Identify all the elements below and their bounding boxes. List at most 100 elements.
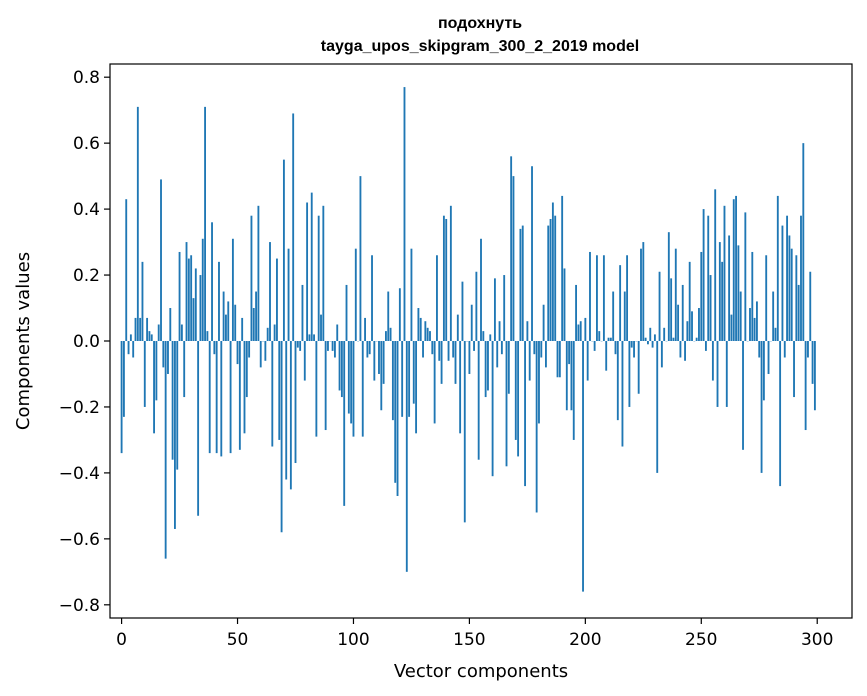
bar xyxy=(503,275,506,341)
bar xyxy=(204,106,206,342)
bar xyxy=(320,314,322,341)
bar xyxy=(498,321,501,341)
bar xyxy=(431,341,434,355)
bar xyxy=(171,341,174,460)
bar xyxy=(429,331,431,341)
bar xyxy=(660,341,663,368)
bar xyxy=(136,106,139,342)
y-tick-label: 0.8 xyxy=(73,68,100,88)
bar xyxy=(739,291,742,341)
bar xyxy=(183,341,186,398)
bar xyxy=(698,308,700,341)
bar xyxy=(700,251,703,341)
bar xyxy=(401,341,404,417)
bar xyxy=(187,258,190,341)
bar xyxy=(602,255,605,341)
bar xyxy=(728,235,731,341)
bar xyxy=(132,341,135,358)
bar xyxy=(289,341,292,490)
bar xyxy=(605,341,608,371)
bar xyxy=(315,341,318,437)
bar xyxy=(352,341,355,437)
bar xyxy=(273,324,276,341)
bar xyxy=(266,327,269,341)
bar xyxy=(141,261,144,341)
bar xyxy=(264,341,267,361)
bar xyxy=(758,341,761,358)
bar xyxy=(735,195,737,341)
bar xyxy=(213,341,216,355)
bar xyxy=(408,341,411,417)
y-tick-label: 0.2 xyxy=(73,266,100,286)
bar xyxy=(299,341,302,351)
bar xyxy=(422,341,424,358)
x-tick-label: 100 xyxy=(337,630,369,650)
bar xyxy=(139,317,142,341)
bar xyxy=(243,341,246,434)
bar xyxy=(586,341,589,381)
bar xyxy=(484,341,487,398)
bar xyxy=(786,215,789,341)
bar xyxy=(686,321,689,341)
bar xyxy=(197,341,200,516)
bar xyxy=(153,341,155,434)
bar xyxy=(250,215,253,341)
bar xyxy=(194,268,197,341)
bar xyxy=(120,341,123,454)
bar xyxy=(461,281,464,341)
y-tick-label: −0.2 xyxy=(59,398,100,418)
bar xyxy=(598,331,601,341)
bar xyxy=(229,341,232,454)
bar xyxy=(317,215,320,341)
bar xyxy=(797,284,800,341)
bar xyxy=(575,284,577,341)
bar xyxy=(656,341,659,473)
bar xyxy=(783,341,786,358)
bar xyxy=(579,321,582,341)
bar xyxy=(438,341,441,361)
bar xyxy=(220,341,223,457)
bar xyxy=(347,341,350,414)
bar xyxy=(637,341,640,394)
bar xyxy=(751,251,754,341)
bar xyxy=(125,199,128,341)
bar xyxy=(146,317,149,341)
bar xyxy=(570,341,573,411)
bar xyxy=(306,202,309,341)
bar xyxy=(368,341,371,355)
bar xyxy=(767,341,770,374)
bar xyxy=(714,189,717,341)
bar xyxy=(463,341,466,523)
bar xyxy=(419,317,422,341)
bar xyxy=(245,341,248,398)
y-tick-label: −0.8 xyxy=(59,596,100,616)
bar xyxy=(732,199,735,341)
bar xyxy=(507,341,510,394)
x-axis-label: Vector components xyxy=(394,661,568,682)
bar xyxy=(127,341,130,355)
bar xyxy=(143,341,146,407)
bar xyxy=(807,341,809,358)
bar xyxy=(308,334,311,341)
bar xyxy=(162,341,165,368)
bar xyxy=(517,341,520,457)
bar xyxy=(387,291,390,341)
bar xyxy=(670,278,673,341)
bars-group xyxy=(120,87,816,592)
x-tick-label: 250 xyxy=(685,630,717,650)
bar xyxy=(774,327,777,341)
bar xyxy=(176,341,179,470)
bar xyxy=(174,341,176,529)
bar xyxy=(744,212,747,341)
bar xyxy=(482,331,485,341)
bar xyxy=(248,341,251,358)
x-axis: 0 50 100 150 200 250 300 xyxy=(116,618,833,650)
bar xyxy=(468,341,471,374)
bar xyxy=(269,242,271,341)
bar xyxy=(723,205,726,341)
bar xyxy=(813,341,816,411)
bar xyxy=(663,327,666,341)
x-tick-label: 200 xyxy=(569,630,601,650)
bar xyxy=(491,341,494,477)
bar xyxy=(259,341,262,368)
